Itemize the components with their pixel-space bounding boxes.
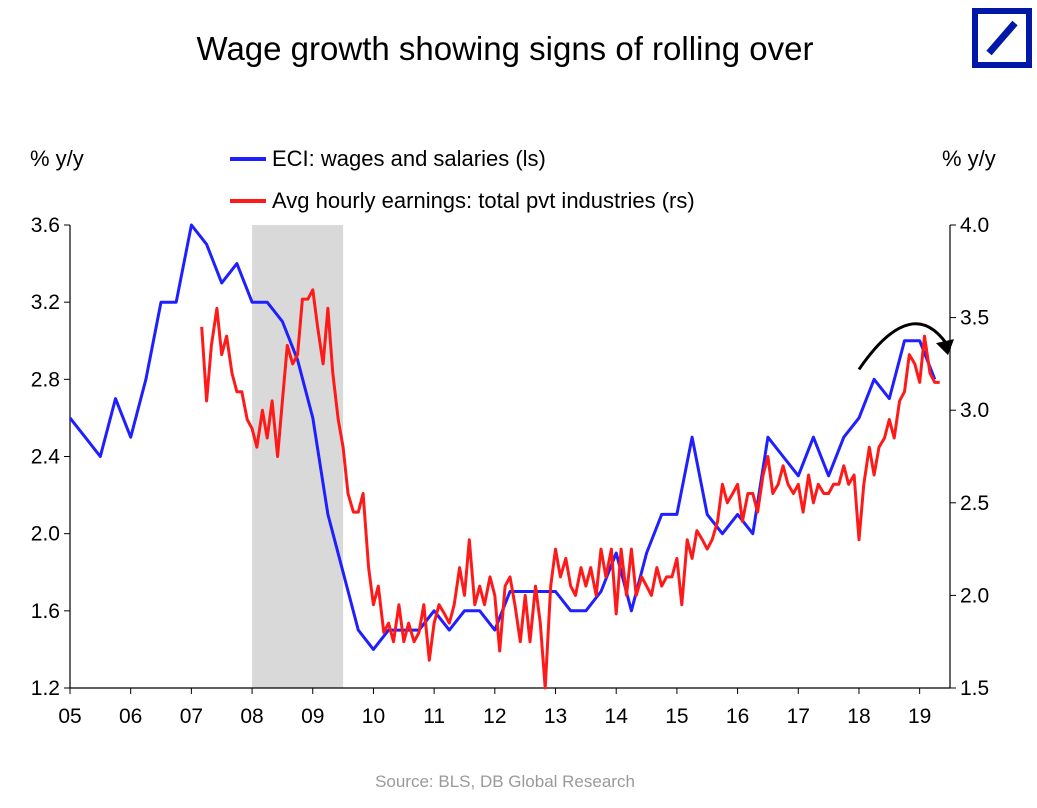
legend-label-eci: ECI: wages and salaries (ls) — [272, 146, 546, 171]
left-tick-label: 3.2 — [31, 291, 60, 314]
right-tick-label: 3.0 — [960, 399, 989, 422]
left-tick-label: 1.6 — [31, 600, 60, 623]
x-tick-label: 11 — [423, 705, 445, 728]
right-tick-label: 2.5 — [960, 492, 989, 515]
left-tick-label: 3.6 — [31, 214, 60, 237]
x-tick-label: 19 — [908, 705, 931, 728]
legend-item-eci: ECI: wages and salaries (ls) — [230, 146, 546, 172]
chart-title: Wage growth showing signs of rolling ove… — [196, 30, 814, 67]
x-tick-label: 08 — [240, 705, 263, 728]
annotation-arrow-curve — [857, 322, 952, 371]
left-tick-label: 1.2 — [31, 677, 60, 700]
right-tick-label: 3.5 — [960, 307, 989, 330]
x-tick-label: 18 — [847, 705, 870, 728]
series-line-eci — [68, 223, 937, 651]
series-line-ahe — [200, 288, 940, 690]
x-tick-label: 12 — [483, 705, 506, 728]
x-tick-label: 13 — [544, 705, 567, 728]
right-tick-label: 4.0 — [960, 214, 989, 237]
left-tick-label: 2.0 — [31, 523, 60, 546]
chart-plot: 3.6 3.2 2.8 2.4 2.0 1.6 1.2 4.0 3.5 3.0 2.5 2.0 1.5 0… — [31, 214, 989, 728]
legend-item-ahe: Avg hourly earnings: total pvt industrie… — [230, 188, 695, 214]
legend-swatch-ahe — [230, 199, 266, 203]
right-axis-unit: % y/y — [942, 146, 996, 171]
x-tick-label: 14 — [605, 705, 629, 728]
source-note: Source: BLS, DB Global Research — [375, 772, 635, 791]
x-tick-label: 15 — [665, 705, 688, 728]
legend-swatch-eci — [230, 157, 266, 161]
recession-shade — [252, 225, 344, 688]
deutsche-bank-logo-icon — [972, 8, 1032, 68]
left-axis-unit: % y/y — [30, 146, 84, 171]
right-tick-label: 2.0 — [960, 584, 989, 607]
x-tick-label: 06 — [119, 705, 142, 728]
right-tick-label: 1.5 — [960, 677, 989, 700]
left-tick-label: 2.4 — [31, 446, 61, 469]
annotation-arrowhead-icon — [936, 339, 954, 356]
x-tick-label: 07 — [180, 705, 203, 728]
x-tick-label: 09 — [301, 705, 324, 728]
x-tick-label: 17 — [787, 705, 810, 728]
legend-label-ahe: Avg hourly earnings: total pvt industrie… — [272, 188, 695, 213]
x-tick-label: 16 — [726, 705, 749, 728]
x-tick-label: 05 — [58, 705, 81, 728]
x-tick-label: 10 — [362, 705, 385, 728]
left-tick-label: 2.8 — [31, 368, 60, 391]
